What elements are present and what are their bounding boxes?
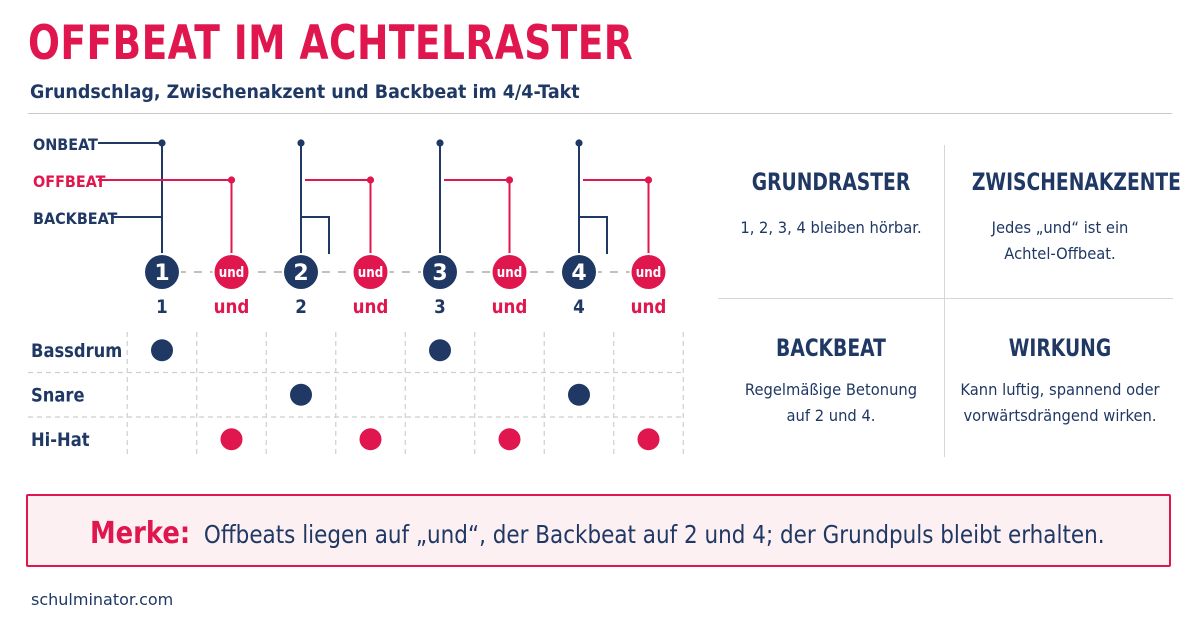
beat-circle <box>423 255 457 289</box>
instrument-label: Snare <box>31 386 85 407</box>
beat-circle <box>492 255 527 289</box>
footer-link[interactable]: schulminator.com <box>31 590 174 609</box>
onbeat-dot <box>575 139 583 147</box>
beat-count-label: und <box>214 296 250 318</box>
instrument-hit <box>290 383 312 406</box>
rhythm-connector-lines <box>98 139 653 273</box>
info-wirkung-line2: vorwärtsdrängend wirken. <box>963 406 1157 425</box>
beat-circle-label: 1 <box>154 261 169 286</box>
beat-1: 11 <box>143 253 181 318</box>
instrument-label: Bassdrum <box>31 341 122 362</box>
beat-count-label: und <box>492 296 528 318</box>
info-backbeat-title: BACKBEAT <box>776 334 886 362</box>
info-panel: GRUNDRASTER 1, 2, 3, 4 bleiben hörbar. Z… <box>718 145 1181 457</box>
beat-4: und und <box>351 253 390 318</box>
title-divider <box>28 113 1172 114</box>
beat-count-label: 4 <box>573 296 585 318</box>
info-grundraster-title: GRUNDRASTER <box>751 168 911 196</box>
info-grundraster: GRUNDRASTER 1, 2, 3, 4 bleiben hörbar. <box>718 167 944 241</box>
beat-2: und und <box>212 253 251 318</box>
beat-circle-label: und <box>358 265 383 281</box>
legend-onbeat-label: ONBEAT <box>33 135 98 154</box>
instrument-hit <box>151 339 173 362</box>
beat-circle <box>284 255 318 289</box>
beat-circle <box>562 255 596 289</box>
info-zwischenakzente-title: ZWISCHENAKZENTE <box>971 168 1181 196</box>
beat-count-label: 3 <box>434 296 446 318</box>
info-zwischenakzente-line1: Jedes „und“ ist ein <box>991 218 1129 237</box>
beat-5: 33 <box>421 253 459 318</box>
instrument-hit <box>568 383 590 406</box>
merke-box: Merke: Offbeats liegen auf „und“, der Bac… <box>26 494 1171 567</box>
beat-count-label: und <box>353 296 389 318</box>
instrument-hit <box>498 428 521 451</box>
beat-circle-label: 2 <box>293 261 308 286</box>
backbeat-bracket <box>301 216 330 254</box>
info-wirkung-title: WIRKUNG <box>1008 334 1112 362</box>
info-wirkung: WIRKUNG Kann luftig, spannend oder vorwär… <box>947 333 1173 429</box>
backbeat-bracket <box>579 216 608 254</box>
beat-count-label: und <box>631 296 667 318</box>
instrument-hit <box>359 428 382 451</box>
info-grundraster-text: 1, 2, 3, 4 bleiben hörbar. <box>740 218 922 237</box>
info-wirkung-line1: Kann luftig, spannend oder <box>960 380 1160 399</box>
info-backbeat-line1: Regelmäßige Betonung <box>744 380 918 399</box>
beat-7: 44 <box>560 253 598 318</box>
beat-circle-label: 4 <box>571 261 586 286</box>
beat-3: 22 <box>282 253 320 318</box>
beat-count-label: 2 <box>295 296 307 318</box>
instrument-label: Hi-Hat <box>31 430 90 451</box>
beat-circle <box>214 255 249 289</box>
beat-circle <box>145 255 179 289</box>
onbeat-dot <box>297 139 305 147</box>
onbeat-dot <box>436 139 444 147</box>
rhythm-diagram: ONBEAT OFFBEAT BACKBEAT 11undund22undund… <box>28 135 684 456</box>
info-horizontal-divider <box>718 298 1173 299</box>
page-subtitle: Grundschlag, Zwischenakzent und Backbeat… <box>30 81 580 103</box>
beat-circle-label: und <box>219 265 244 281</box>
beat-circle <box>353 255 388 289</box>
info-vertical-divider <box>944 145 945 457</box>
info-backbeat-line2: auf 2 und 4. <box>786 406 876 425</box>
instrument-grid: Bassdrum Snare Hi-Hat <box>28 332 684 456</box>
merke-label: Merke: <box>90 516 191 551</box>
info-zwischenakzente-line2: Achtel-Offbeat. <box>1004 244 1116 263</box>
instrument-hit <box>637 428 660 451</box>
page-title: OFFBEAT IM ACHTELRASTER <box>28 16 634 71</box>
info-zwischenakzente: ZWISCHENAKZENTE Jedes „und“ ist ein Achte… <box>947 167 1181 267</box>
beat-circle <box>631 255 666 289</box>
beat-circle-label: und <box>636 265 661 281</box>
beat-circle-label: 3 <box>432 261 447 286</box>
instrument-hit <box>220 428 243 451</box>
info-backbeat: BACKBEAT Regelmäßige Betonung auf 2 und 4… <box>718 333 944 429</box>
beat-count-label: 1 <box>156 296 168 318</box>
beat-circle-label: und <box>497 265 522 281</box>
legend-backbeat-label: BACKBEAT <box>33 209 118 228</box>
beat-8: und und <box>629 253 668 318</box>
legend-offbeat-label: OFFBEAT <box>33 172 106 191</box>
instrument-hit <box>429 339 451 362</box>
beat-6: und und <box>490 253 529 318</box>
merke-text: Offbeats liegen auf „und“, der Backbeat … <box>203 520 1105 549</box>
